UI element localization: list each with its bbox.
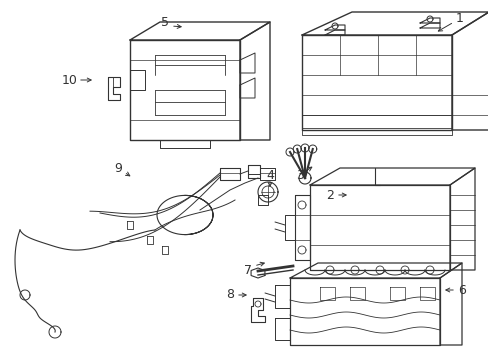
Text: 8: 8 [225,288,234,302]
Polygon shape [130,22,269,40]
Text: 5: 5 [161,15,169,28]
Polygon shape [240,22,269,140]
Text: 6: 6 [457,284,465,297]
Text: 7: 7 [244,264,251,276]
Polygon shape [302,12,488,35]
Polygon shape [130,40,240,140]
Polygon shape [309,168,474,185]
Text: 1: 1 [455,12,463,24]
Text: 10: 10 [62,73,78,86]
Text: 2: 2 [325,189,333,202]
Text: 9: 9 [114,162,122,175]
Text: 4: 4 [265,168,273,181]
Polygon shape [289,263,461,278]
Text: 3: 3 [295,168,304,181]
